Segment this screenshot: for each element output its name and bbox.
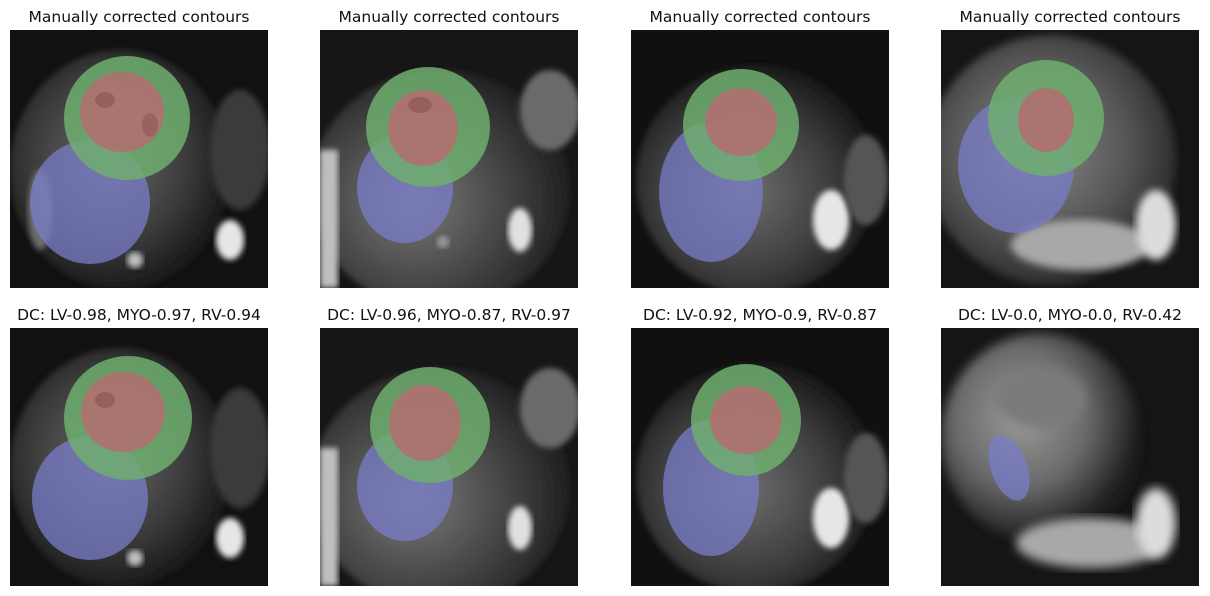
mri-segmentation-image — [941, 30, 1199, 288]
panel-title: DC: LV-0.92, MYO-0.9, RV-0.87 — [643, 306, 877, 324]
mri-slice-c — [631, 30, 889, 288]
mri-slice-e — [941, 328, 1199, 586]
lv-overlay — [80, 72, 164, 152]
panel-title: Manually corrected contours — [649, 8, 871, 26]
lv-overlay — [388, 90, 458, 166]
mri-slice-b — [320, 30, 578, 288]
mri-slice-a — [10, 328, 268, 586]
panel-title: DC: LV-0.96, MYO-0.87, RV-0.97 — [327, 306, 571, 324]
lv-overlay — [710, 386, 782, 454]
mri-slice-b — [320, 328, 578, 586]
lv-overlay — [705, 88, 777, 156]
panel-title: Manually corrected contours — [338, 8, 560, 26]
mri-segmentation-image — [941, 328, 1199, 586]
mri-segmentation-image — [631, 328, 889, 586]
mri-segmentation-image — [10, 30, 268, 288]
mri-slice-c — [631, 328, 889, 586]
lv-overlay — [389, 385, 461, 461]
panel-title: Manually corrected contours — [28, 8, 250, 26]
lv-overlay — [81, 372, 165, 452]
mri-slice-a — [10, 30, 268, 288]
rv-overlay — [988, 435, 1030, 501]
mri-segmentation-image — [10, 328, 268, 586]
lv-overlay — [1018, 88, 1074, 152]
panel-title: DC: LV-0.98, MYO-0.97, RV-0.94 — [17, 306, 261, 324]
panel-title: DC: LV-0.0, MYO-0.0, RV-0.42 — [957, 306, 1183, 324]
mri-slice-d — [941, 30, 1199, 288]
mri-segmentation-image — [320, 328, 578, 586]
mri-segmentation-image — [320, 30, 578, 288]
mri-segmentation-image — [631, 30, 889, 288]
panel-title: Manually corrected contours — [959, 8, 1181, 26]
